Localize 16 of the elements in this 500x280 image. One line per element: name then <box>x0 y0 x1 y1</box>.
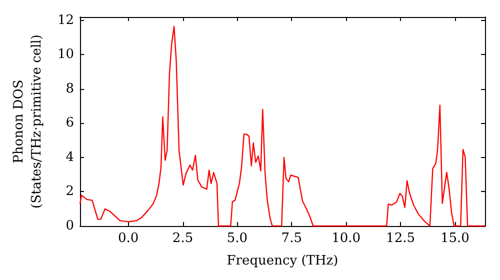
y-axis-title: Phonon DOS (States/THz·primitive cell) <box>12 34 44 209</box>
x-tick-label: 0.0 <box>118 231 139 246</box>
y-tick-label: 0 <box>66 218 74 234</box>
x-tick-label: 7.5 <box>281 231 302 246</box>
x-tick-label: 15.0 <box>440 231 470 246</box>
y-tick-label: 10 <box>57 47 74 62</box>
x-tick-label: 5.0 <box>226 231 248 246</box>
y-tick-label: 4 <box>66 150 74 165</box>
y-tick-label: 6 <box>66 116 74 131</box>
y-tick-label: 12 <box>57 12 74 28</box>
y-tick-label: 8 <box>66 81 74 96</box>
x-tick-label: 10.0 <box>332 231 361 246</box>
x-tick-label: 12.5 <box>386 231 415 246</box>
x-tick-label: 2.5 <box>172 231 194 246</box>
y-tick-label: 2 <box>66 184 74 200</box>
x-axis-title: Frequency (THz) <box>226 254 338 268</box>
